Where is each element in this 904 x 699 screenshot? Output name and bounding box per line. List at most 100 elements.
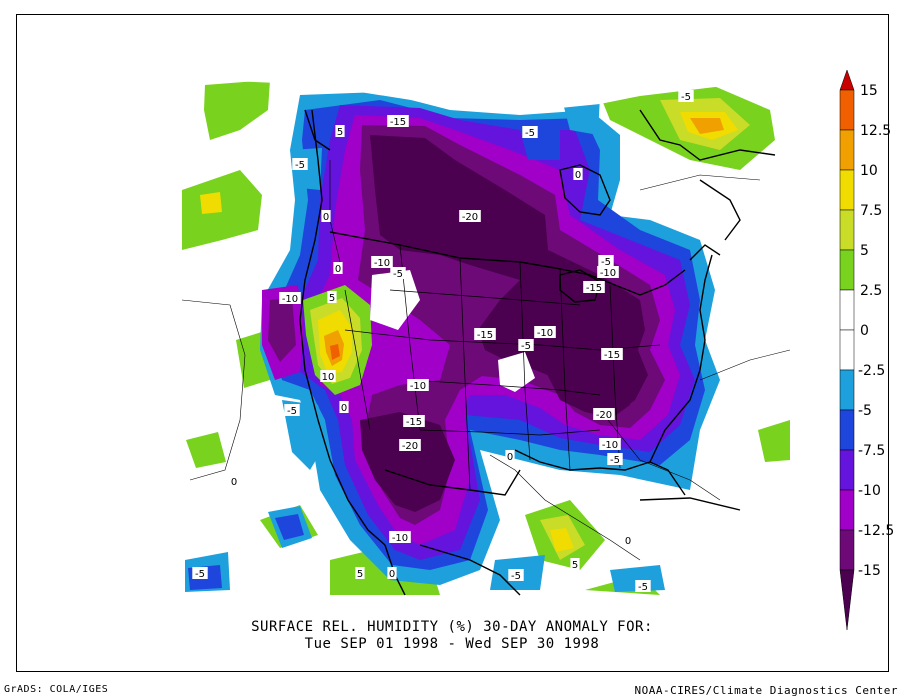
- labrador: [699, 179, 741, 241]
- contour-label: 10: [322, 372, 335, 383]
- contour-label-bg: [327, 291, 337, 303]
- contour-label-bg: [339, 401, 349, 413]
- colorbar-swatch: [839, 89, 855, 131]
- contour-label: -15: [406, 417, 422, 428]
- hudson-bay: [559, 164, 611, 216]
- contour-label: 0: [341, 403, 347, 414]
- atlantic-coast: [649, 254, 713, 463]
- contour-label-bg: [583, 281, 605, 293]
- contour-label: -5: [195, 569, 205, 580]
- contour-label: -5: [525, 128, 535, 139]
- colorbar-swatch: [839, 369, 855, 411]
- contour-label: -20: [462, 212, 478, 223]
- colorbar-swatch: [839, 329, 855, 371]
- contour-label: -10: [537, 328, 553, 339]
- contour-label-bg: [389, 531, 411, 543]
- contour-label: -5: [287, 406, 297, 417]
- contour-label-bg: [508, 569, 524, 581]
- contour-label: 0: [323, 212, 329, 223]
- contour-label-bg: [459, 210, 481, 222]
- colorbar-swatch: [839, 129, 855, 171]
- contour-label-bg: [279, 292, 301, 304]
- contour-label-bg: [678, 90, 694, 102]
- software-credit: GrADS: COLA/IGES: [4, 684, 109, 695]
- gulf-coast: [514, 449, 686, 496]
- contour-label-bg: [570, 558, 580, 570]
- contour-label-bg: [403, 415, 425, 427]
- great-lakes: [559, 269, 601, 303]
- cuba: [639, 497, 741, 511]
- contour-label-bg: [623, 534, 633, 546]
- contour-label: -10: [410, 381, 426, 392]
- colorbar-tick-label: -7.5: [858, 443, 885, 459]
- contour-label: 0: [335, 264, 341, 275]
- contour-label-bg: [229, 475, 239, 487]
- contour-label-bg: [573, 168, 583, 180]
- contour-label-bg: [292, 158, 308, 170]
- contour-label-bg: [597, 266, 619, 278]
- contour-label-bg: [593, 408, 615, 420]
- colorbar-swatch: [839, 249, 855, 291]
- contour-label: -10: [392, 533, 408, 544]
- contour-label: 0: [625, 536, 631, 547]
- plot-frame: [16, 14, 889, 672]
- contour-label-bg: [474, 328, 496, 340]
- contour-label-bg: [534, 326, 556, 338]
- contour-label-bg: [518, 339, 534, 351]
- contour-label: 5: [337, 127, 343, 138]
- contour-label: -5: [681, 92, 691, 103]
- contour-label: 0: [507, 452, 513, 463]
- canada-east-coast: [689, 244, 721, 261]
- contour-label-bg: [192, 567, 208, 579]
- colorbar-tick-label: 2.5: [860, 283, 882, 299]
- colorbar-swatch: [839, 529, 855, 571]
- contour-label-bg: [333, 262, 343, 274]
- contour-label-bg: [390, 267, 406, 279]
- contour-label-bg: [387, 115, 409, 127]
- contour-labels: -15 -5 5 -5 0 -5 0 -20 -10 -5 -5 -10 -15 -10 5 -15 -10 -5…: [192, 90, 694, 593]
- contour-label-bg: [407, 379, 429, 391]
- contour-lines: [181, 160, 791, 561]
- contour-label: 0: [575, 170, 581, 181]
- colorbar-tick-label: -5: [858, 403, 872, 419]
- colorbar-swatch: [839, 409, 855, 451]
- colorbar-tick-label: -12.5: [858, 523, 894, 539]
- colorbar-tick-label: -15: [858, 563, 881, 579]
- contour-label-bg: [399, 439, 421, 451]
- colorbar-swatch: [839, 289, 855, 331]
- colorbar-tick-label: 10: [860, 163, 878, 179]
- contour-label: -5: [511, 571, 521, 582]
- contour-label-bg: [355, 567, 365, 579]
- contour-label: -5: [393, 269, 403, 280]
- baffin-island: [639, 109, 776, 161]
- contour-label: -15: [586, 283, 602, 294]
- contour-label-bg: [335, 125, 345, 137]
- contour-label: -20: [402, 441, 418, 452]
- contour-label: 0: [231, 477, 237, 488]
- pacific-coastline: [299, 109, 386, 546]
- contour-label: 0: [389, 569, 395, 580]
- colorbar: 15 12.5 10 7.5 5 2.5 0 -2.5 -5 -7.5 -10 -12.5 -15: [839, 69, 894, 631]
- alaska-panhandle: [304, 109, 331, 151]
- contour-label: -15: [390, 117, 406, 128]
- mexico-gulf-coast: [419, 544, 521, 596]
- contour-label-bg: [505, 450, 515, 462]
- contour-label: -10: [602, 440, 618, 451]
- date-range: Tue SEP 01 1998 - Wed SEP 30 1998: [304, 636, 600, 652]
- state-borders: [344, 244, 661, 491]
- contour-label-bg: [601, 348, 623, 360]
- contour-label: -5: [521, 341, 531, 352]
- contour-label: -5: [610, 455, 620, 466]
- contour-label-bg: [635, 580, 651, 592]
- contour-label: -5: [295, 160, 305, 171]
- colorbar-tick-label: 5: [860, 243, 869, 259]
- colorbar-swatch: [839, 69, 855, 91]
- contour-label: -20: [596, 410, 612, 421]
- colorbar-swatch: [839, 209, 855, 251]
- contour-label: 5: [572, 560, 578, 571]
- colorbar-swatch: [839, 489, 855, 531]
- colorbar-swatch: [839, 569, 855, 631]
- contour-label: 5: [329, 293, 335, 304]
- map-title: SURFACE REL. HUMIDITY (%) 30-DAY ANOMALY…: [251, 619, 653, 635]
- oregon-moist-core: [303, 270, 535, 395]
